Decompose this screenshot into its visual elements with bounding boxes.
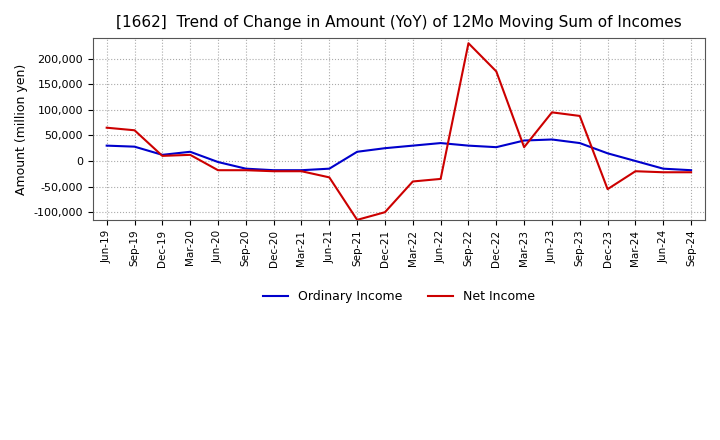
Net Income: [130, 128, 139, 133]
Net Income: [687, 169, 696, 175]
Net Income: [575, 113, 584, 118]
Net Income: [603, 187, 612, 192]
Net Income: [492, 69, 500, 74]
Ordinary Income: [548, 137, 557, 142]
Ordinary Income: [381, 146, 390, 151]
Net Income: [381, 209, 390, 215]
Ordinary Income: [325, 166, 333, 171]
Net Income: [353, 217, 361, 223]
Y-axis label: Amount (million yen): Amount (million yen): [15, 63, 28, 194]
Ordinary Income: [130, 144, 139, 149]
Ordinary Income: [297, 168, 306, 173]
Net Income: [325, 175, 333, 180]
Ordinary Income: [214, 159, 222, 165]
Net Income: [241, 168, 250, 173]
Ordinary Income: [408, 143, 417, 148]
Line: Ordinary Income: Ordinary Income: [107, 139, 691, 170]
Net Income: [158, 153, 166, 158]
Ordinary Income: [158, 152, 166, 158]
Net Income: [548, 110, 557, 115]
Net Income: [297, 169, 306, 174]
Net Income: [436, 176, 445, 182]
Ordinary Income: [659, 166, 667, 171]
Ordinary Income: [492, 144, 500, 150]
Net Income: [102, 125, 111, 130]
Ordinary Income: [436, 140, 445, 146]
Ordinary Income: [353, 149, 361, 154]
Legend: Ordinary Income, Net Income: Ordinary Income, Net Income: [258, 285, 539, 308]
Ordinary Income: [186, 149, 194, 154]
Ordinary Income: [603, 150, 612, 156]
Net Income: [659, 169, 667, 175]
Line: Net Income: Net Income: [107, 43, 691, 220]
Net Income: [269, 169, 278, 174]
Net Income: [520, 144, 528, 150]
Net Income: [464, 40, 473, 46]
Net Income: [186, 152, 194, 158]
Ordinary Income: [241, 166, 250, 171]
Net Income: [631, 169, 640, 174]
Title: [1662]  Trend of Change in Amount (YoY) of 12Mo Moving Sum of Incomes: [1662] Trend of Change in Amount (YoY) o…: [116, 15, 682, 30]
Ordinary Income: [687, 168, 696, 173]
Ordinary Income: [631, 158, 640, 164]
Net Income: [214, 168, 222, 173]
Ordinary Income: [575, 140, 584, 146]
Ordinary Income: [102, 143, 111, 148]
Ordinary Income: [520, 138, 528, 143]
Net Income: [408, 179, 417, 184]
Ordinary Income: [464, 143, 473, 148]
Ordinary Income: [269, 168, 278, 173]
